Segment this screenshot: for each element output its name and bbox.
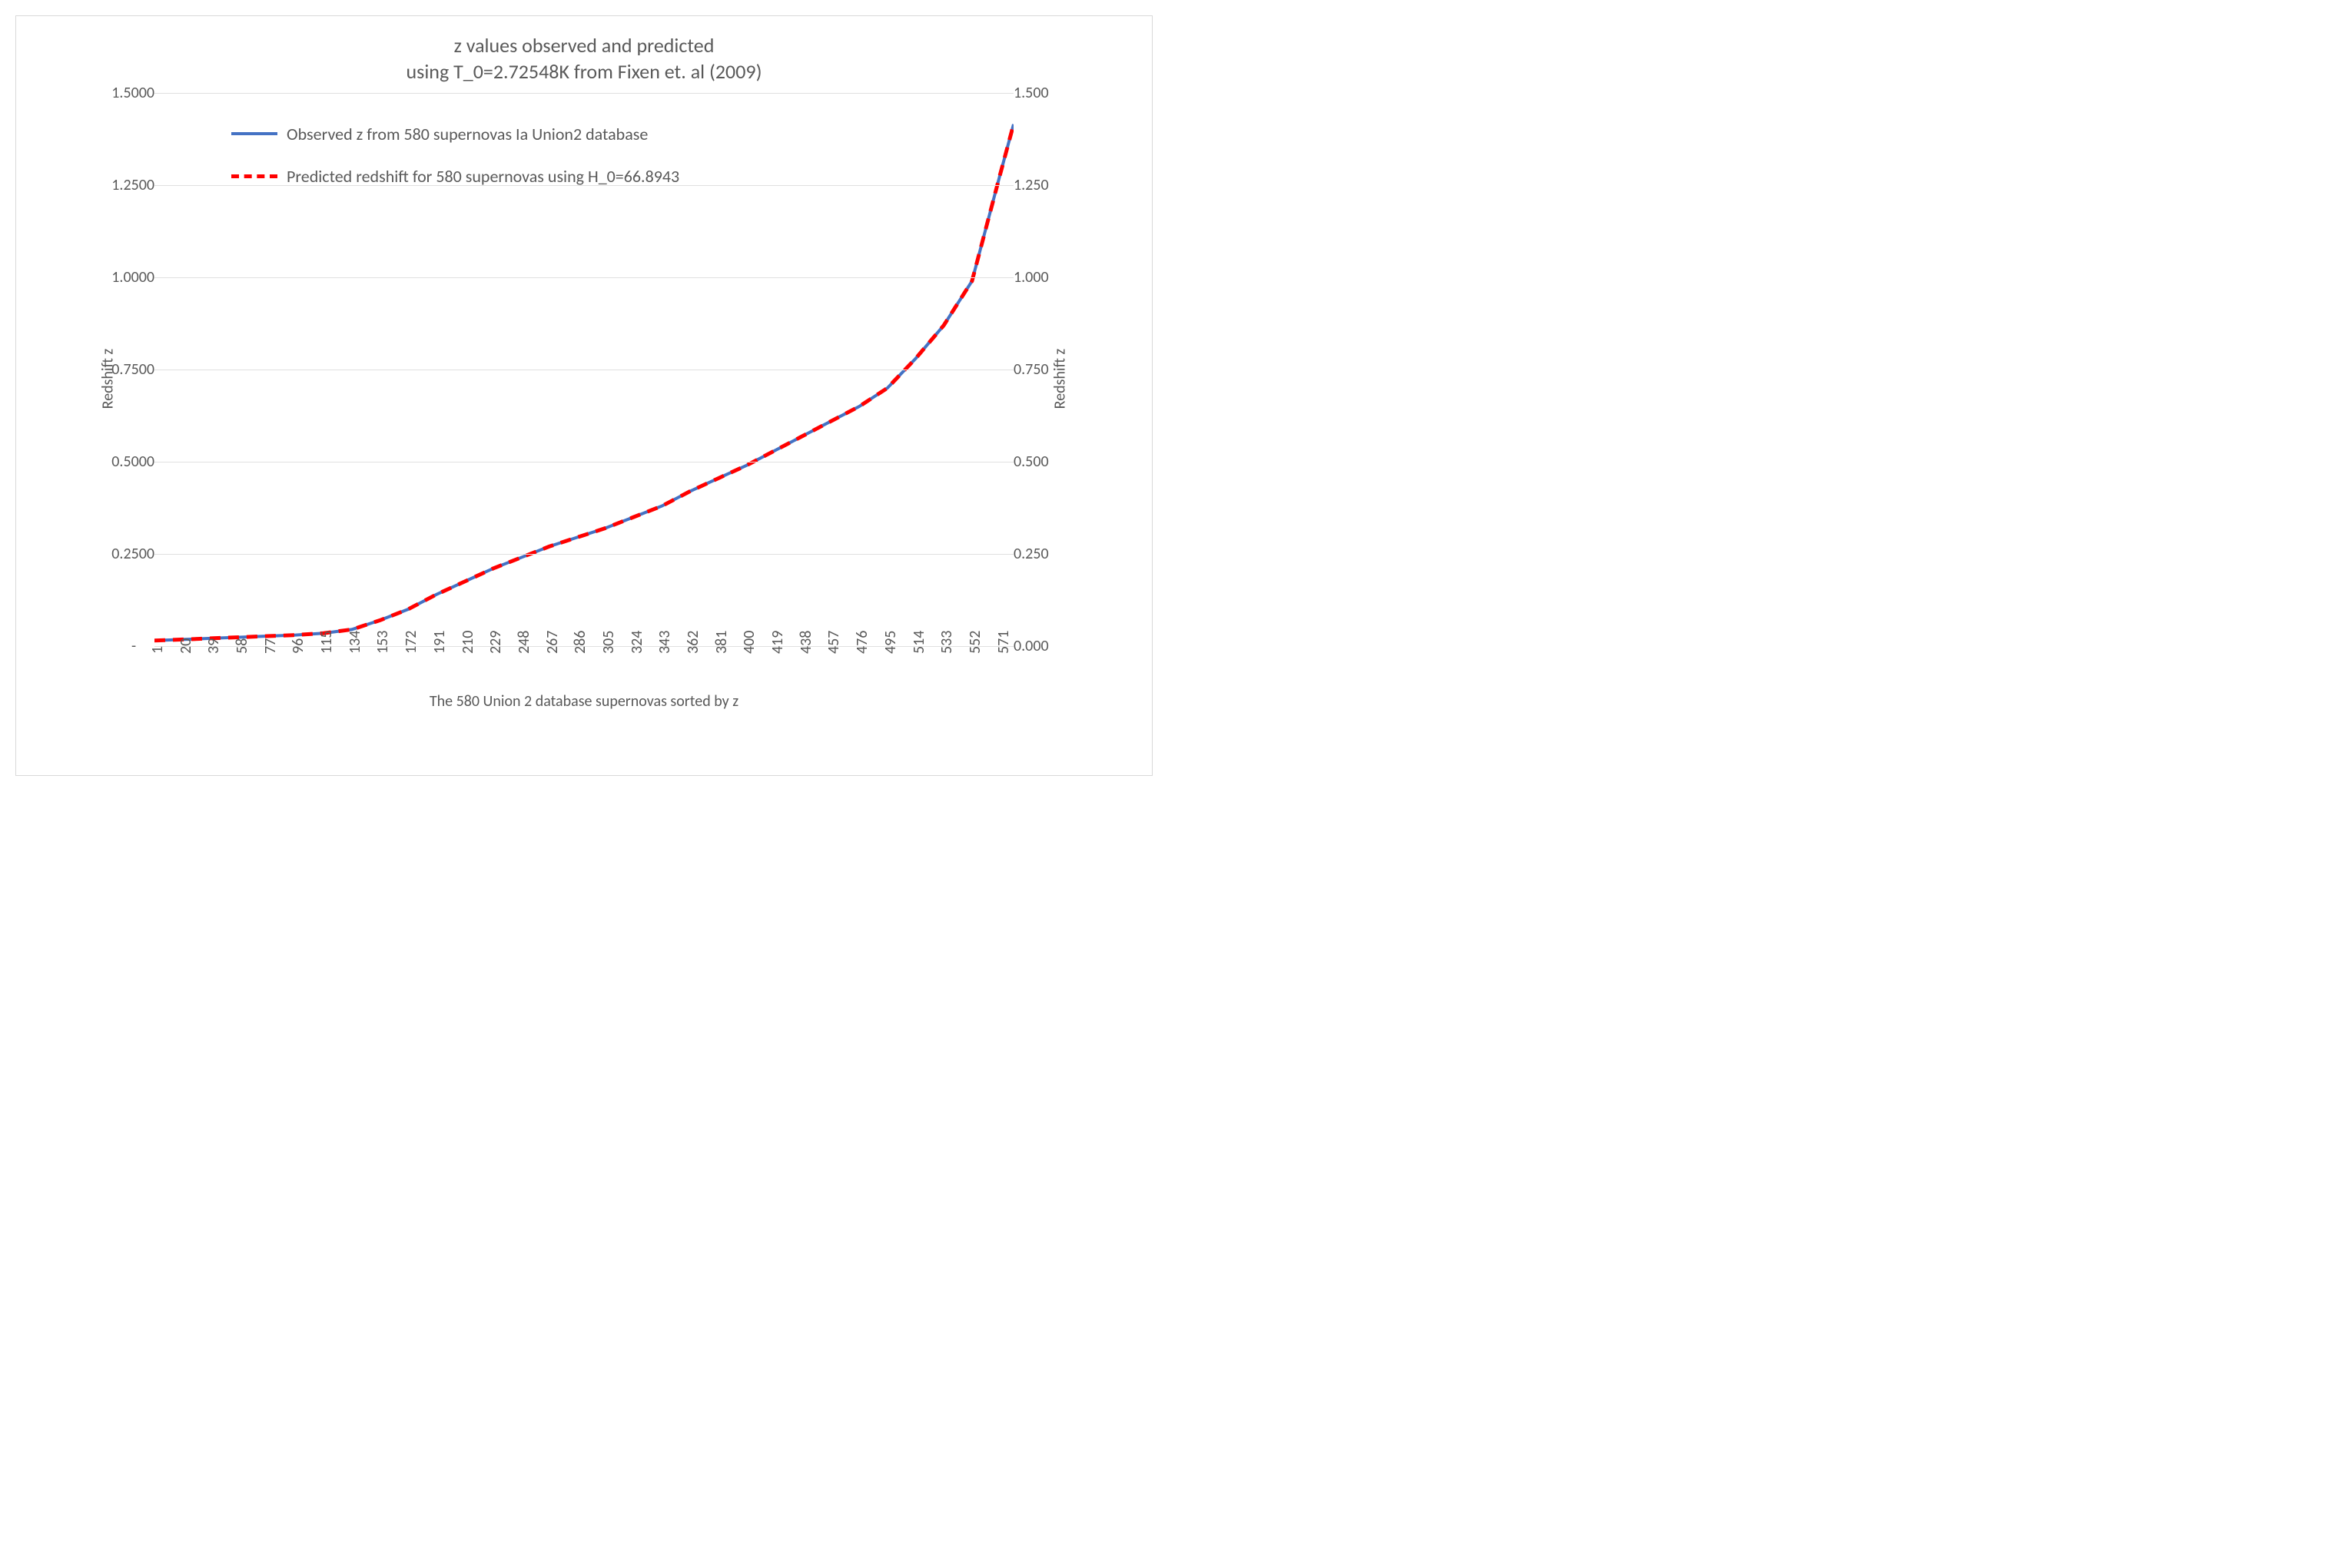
legend-label-predicted: Predicted redshift for 580 supernovas us…: [287, 166, 679, 187]
y-axis-label-left: Redshift z: [98, 348, 117, 409]
x-tick: 96: [289, 638, 307, 653]
y-tick-right: 0.750: [1014, 360, 1067, 379]
x-tick: 571: [994, 630, 1013, 653]
x-tick: 58: [233, 638, 251, 653]
x-tick: 495: [881, 630, 900, 653]
y-tick-right: 1.500: [1014, 84, 1067, 102]
x-tick: 77: [261, 638, 280, 653]
gridline: [154, 554, 1014, 555]
x-tick: 153: [373, 630, 392, 653]
gridline: [154, 277, 1014, 278]
x-tick: 248: [515, 630, 533, 653]
x-axis-label: The 580 Union 2 database supernovas sort…: [24, 692, 1144, 711]
gridline: [154, 93, 1014, 94]
legend-swatch-solid: [231, 132, 277, 135]
x-tick: 1: [148, 645, 167, 653]
x-tick: 286: [571, 630, 589, 653]
x-tick: 514: [910, 630, 928, 653]
y-tick-right: 0.500: [1014, 452, 1067, 471]
x-tick: 305: [599, 630, 618, 653]
x-tick: 191: [430, 630, 449, 653]
plot-wrap: Redshift z Redshift z Observed z from 58…: [108, 93, 1060, 646]
y-tick-left: 0.5000: [101, 452, 154, 471]
y-tick-left: 1.2500: [101, 176, 154, 194]
title-line-1: z values observed and predicted: [24, 33, 1144, 59]
legend-label-observed: Observed z from 580 supernovas Ia Union2…: [287, 124, 648, 144]
x-tick: 134: [346, 630, 364, 653]
x-tick: 438: [797, 630, 815, 653]
x-tick: 552: [966, 630, 984, 653]
x-tick: 476: [853, 630, 871, 653]
x-tick: 20: [177, 638, 195, 653]
y-tick-right: 0.250: [1014, 545, 1067, 563]
x-tick: 400: [740, 630, 758, 653]
x-tick: 210: [459, 630, 477, 653]
y-tick-left: 0.7500: [101, 360, 154, 379]
x-tick: 419: [768, 630, 787, 653]
y-axis-label-right: Redshift z: [1051, 348, 1070, 409]
legend: Observed z from 580 supernovas Ia Union2…: [231, 124, 679, 208]
plot-area: Observed z from 580 supernovas Ia Union2…: [154, 93, 1014, 646]
x-tick: 533: [938, 630, 956, 653]
x-tick: 362: [684, 630, 702, 653]
y-tick-left: 1.0000: [101, 268, 154, 287]
legend-item-observed: Observed z from 580 supernovas Ia Union2…: [231, 124, 679, 144]
x-tick: 115: [317, 630, 336, 653]
x-tick: 229: [486, 630, 505, 653]
y-tick-right: 0.000: [1014, 637, 1067, 655]
x-tick: 324: [628, 630, 646, 653]
legend-item-predicted: Predicted redshift for 580 supernovas us…: [231, 166, 679, 187]
y-tick-left: -: [131, 637, 136, 655]
title-line-2: using T_0=2.72548K from Fixen et. al (20…: [24, 59, 1144, 85]
gridline: [154, 185, 1014, 186]
chart-title: z values observed and predicted using T_…: [24, 24, 1144, 93]
x-tick: 457: [825, 630, 843, 653]
y-tick-right: 1.000: [1014, 268, 1067, 287]
x-tick: 172: [402, 630, 420, 653]
y-tick-left: 0.2500: [101, 545, 154, 563]
x-tick: 267: [543, 630, 562, 653]
legend-swatch-dashed: [231, 174, 277, 178]
y-tick-left: 1.5000: [101, 84, 154, 102]
y-tick-right: 1.250: [1014, 176, 1067, 194]
chart-container: z values observed and predicted using T_…: [15, 15, 1153, 776]
x-tick: 381: [712, 630, 731, 653]
x-tick: 343: [655, 630, 674, 653]
x-tick: 39: [204, 638, 223, 653]
